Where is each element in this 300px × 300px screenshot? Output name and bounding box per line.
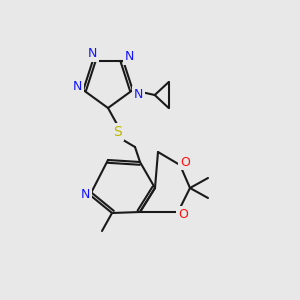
Text: N: N: [134, 88, 143, 100]
Text: N: N: [88, 47, 98, 61]
Text: S: S: [114, 125, 122, 139]
Text: N: N: [124, 50, 134, 64]
Text: N: N: [80, 188, 90, 202]
Text: O: O: [180, 155, 190, 169]
Text: N: N: [73, 80, 82, 92]
Text: O: O: [178, 208, 188, 220]
